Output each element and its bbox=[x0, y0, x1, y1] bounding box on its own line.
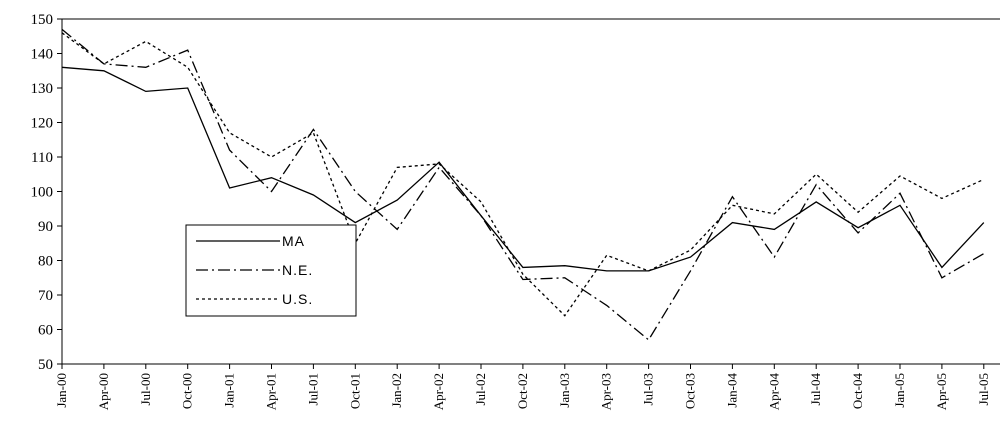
x-tick-label: Oct-00 bbox=[180, 373, 195, 409]
y-tick-label: 80 bbox=[38, 254, 53, 270]
y-tick-label: 110 bbox=[31, 150, 53, 166]
x-tick-label: Jan-04 bbox=[724, 373, 739, 408]
x-tick-label: Oct-04 bbox=[850, 373, 865, 410]
x-tick-label: Jan-00 bbox=[54, 373, 69, 408]
legend-label-ma: MA bbox=[282, 233, 305, 249]
x-tick-label: Jul-00 bbox=[138, 373, 153, 406]
y-tick-label: 60 bbox=[38, 323, 53, 339]
y-tick-label: 140 bbox=[31, 47, 54, 63]
legend-label-us: U.S. bbox=[282, 291, 313, 307]
x-tick-label: Oct-02 bbox=[515, 373, 530, 409]
series-line-us bbox=[61, 32, 985, 317]
y-tick-label: 50 bbox=[38, 357, 53, 373]
x-tick-label: Apr-04 bbox=[766, 373, 781, 411]
y-axis-ticks: 50 60 70 80 90 100 110 120 130 140 150 bbox=[31, 12, 62, 373]
x-tick-label: Jul-01 bbox=[305, 373, 320, 406]
series-line-ne bbox=[61, 28, 985, 341]
y-tick-label: 120 bbox=[31, 116, 54, 132]
y-tick-label: 100 bbox=[31, 185, 54, 201]
x-tick-label: Oct-03 bbox=[683, 373, 698, 409]
x-tick-label: Jul-03 bbox=[641, 373, 656, 406]
x-tick-label: Apr-05 bbox=[934, 373, 949, 410]
x-tick-label: Jan-03 bbox=[557, 373, 572, 408]
x-tick-label: Jan-01 bbox=[222, 373, 237, 408]
x-tick-label: Apr-03 bbox=[599, 373, 614, 410]
x-tick-label: Oct-01 bbox=[347, 373, 362, 409]
x-tick-label: Jul-02 bbox=[473, 373, 488, 406]
x-tick-label: Jul-05 bbox=[976, 373, 991, 406]
y-tick-label: 70 bbox=[38, 288, 53, 304]
x-tick-label: Jul-04 bbox=[808, 373, 823, 406]
x-tick-label: Apr-01 bbox=[264, 373, 279, 410]
x-tick-label: Apr-02 bbox=[431, 373, 446, 410]
series-lines bbox=[61, 28, 985, 341]
legend: MA N.E. U.S. bbox=[185, 224, 357, 317]
y-tick-label: 130 bbox=[31, 81, 54, 97]
y-tick-label: 90 bbox=[38, 219, 53, 235]
x-tick-label: Jan-02 bbox=[389, 373, 404, 408]
legend-label-ne: N.E. bbox=[282, 262, 313, 278]
x-axis-ticks: Jan-00 Apr-00 Jul-00 Oct-00 Jan-01 Apr-01 Jul-… bbox=[54, 364, 991, 410]
x-tick-label: Apr-00 bbox=[96, 373, 111, 410]
series-line-ma bbox=[61, 66, 985, 272]
y-tick-label: 150 bbox=[31, 12, 54, 28]
x-tick-label: Jan-05 bbox=[892, 373, 907, 408]
